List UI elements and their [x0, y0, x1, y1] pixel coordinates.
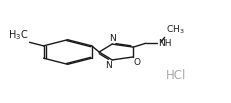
Text: HCl: HCl	[166, 69, 186, 82]
Text: NH: NH	[158, 39, 171, 48]
Text: N: N	[108, 34, 115, 43]
Text: H$_3$C: H$_3$C	[8, 28, 28, 42]
Text: N: N	[105, 61, 112, 70]
Text: CH$_3$: CH$_3$	[165, 24, 183, 36]
Text: O: O	[132, 58, 139, 67]
